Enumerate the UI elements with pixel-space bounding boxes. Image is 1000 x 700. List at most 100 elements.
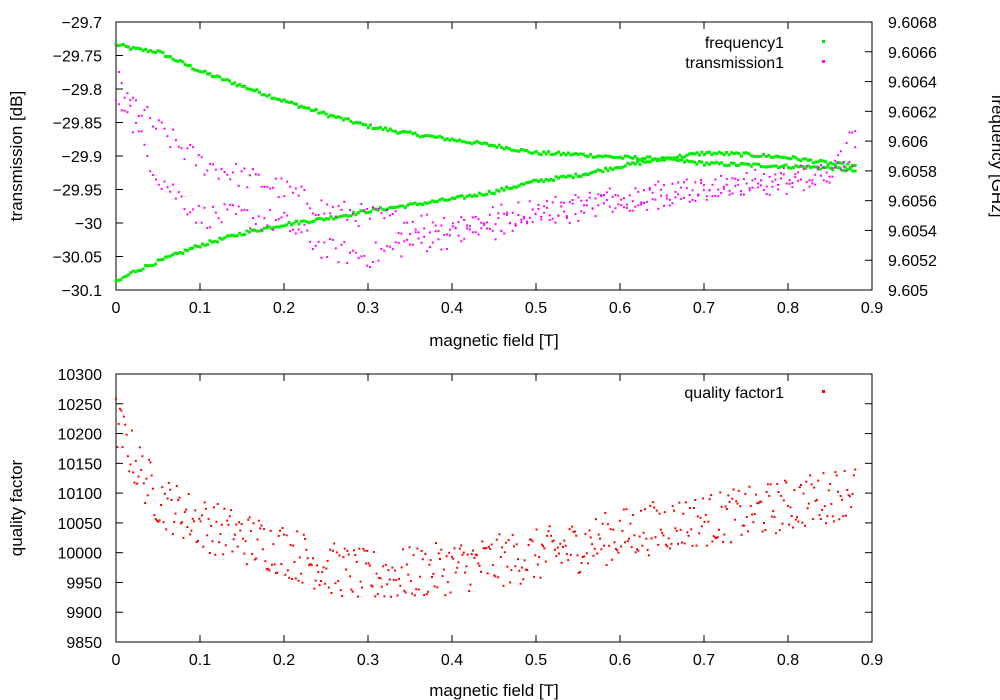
quality-factor1-point: [402, 548, 404, 551]
frequency1-point: [351, 210, 355, 214]
quality-factor1-point: [827, 489, 830, 492]
frequency1-point: [707, 150, 711, 154]
transmission1-point: [226, 173, 229, 176]
frequency1-point: [722, 153, 726, 157]
quality-factor1-point: [616, 549, 619, 552]
frequency1-point: [324, 112, 328, 116]
quality-factor1-point: [450, 555, 453, 558]
quality-factor1-point: [735, 500, 738, 503]
frequency1-point: [398, 204, 402, 208]
transmission1-point: [174, 139, 177, 142]
transmission1-point: [217, 177, 220, 180]
frequency1-point: [458, 138, 462, 142]
quality-factor1-point: [692, 507, 695, 509]
quality-factor1-point: [678, 501, 681, 504]
frequency1-point: [628, 162, 632, 166]
frequency1-point: [443, 198, 447, 202]
frequency1-point: [557, 150, 560, 154]
transmission1-point: [189, 144, 192, 146]
transmission1-point: [394, 210, 397, 213]
transmission1-point: [683, 196, 685, 199]
frequency1-point: [552, 179, 556, 182]
frequency1-point: [423, 134, 427, 138]
transmission1-point: [583, 211, 586, 214]
top-y2-axis-label: frequency [GHz]: [988, 95, 1000, 218]
quality-factor1-point: [811, 518, 814, 520]
legend-label-quality-factor1: quality factor1: [684, 385, 784, 402]
transmission1-point: [311, 248, 314, 250]
quality-factor1-point: [285, 534, 288, 537]
quality-factor1-point: [379, 577, 382, 580]
transmission1-point: [337, 204, 340, 207]
quality-factor1-point: [638, 535, 641, 538]
frequency1-point: [270, 227, 274, 231]
transmission1-point: [605, 199, 608, 201]
quality-factor1-point: [286, 569, 289, 572]
frequency1-point: [411, 132, 415, 136]
transmission1-point: [551, 201, 554, 204]
frequency1-point: [411, 202, 415, 206]
quality-factor1-point: [268, 569, 271, 572]
frequency1-point: [421, 203, 425, 207]
quality-factor1-point: [226, 519, 229, 522]
quality-factor1-point: [502, 584, 505, 587]
frequency1-point: [608, 155, 612, 158]
frequency1-point: [697, 160, 701, 163]
transmission1-point: [389, 214, 391, 217]
frequency1-point: [606, 169, 610, 173]
frequency1-point: [282, 98, 286, 102]
frequency1-point: [465, 141, 469, 145]
quality-factor1-point: [413, 594, 416, 597]
quality-factor1-point: [626, 540, 629, 543]
frequency1-point: [117, 278, 120, 282]
frequency1-point: [302, 105, 306, 109]
transmission1-point: [585, 204, 588, 207]
transmission1-point: [734, 185, 737, 188]
frequency1-point: [379, 206, 382, 210]
transmission1-point: [571, 199, 574, 201]
transmission1-point: [274, 177, 277, 180]
quality-factor1-point: [405, 563, 408, 566]
transmission1-point: [683, 181, 685, 184]
frequency1-point: [240, 233, 244, 237]
frequency1-point: [371, 207, 375, 211]
quality-factor1-point: [461, 553, 464, 556]
quality-factor1-point: [144, 502, 147, 504]
transmission1-point: [523, 217, 526, 220]
frequency1-point: [309, 108, 313, 112]
transmission1-point: [700, 179, 703, 181]
transmission1-point: [246, 209, 249, 212]
quality-factor1-point: [160, 504, 162, 506]
transmission1-point: [192, 208, 195, 211]
quality-factor1-point: [197, 539, 199, 542]
quality-factor1-point: [625, 508, 628, 511]
quality-factor1-point: [420, 549, 423, 552]
quality-factor1-point: [810, 483, 813, 486]
quality-factor1-point: [801, 521, 804, 524]
transmission1-point: [443, 234, 446, 237]
quality-factor1-point: [575, 534, 578, 537]
quality-factor1-point: [686, 531, 689, 534]
transmission1-point: [554, 221, 557, 224]
frequency1-point: [779, 165, 783, 169]
transmission1-point: [837, 161, 840, 164]
transmission1-point: [451, 225, 454, 228]
transmission1-point: [494, 223, 497, 226]
transmission1-point: [722, 187, 725, 190]
frequency1-point: [438, 134, 442, 138]
quality-factor1-point: [699, 516, 702, 519]
quality-factor1-point: [134, 459, 137, 462]
transmission1-point: [774, 173, 777, 176]
frequency1-point: [354, 213, 358, 217]
transmission1-point: [466, 227, 468, 230]
frequency1-point: [502, 147, 506, 151]
frequency1-point: [458, 194, 462, 198]
transmission1-point: [200, 221, 203, 224]
transmission1-point: [371, 206, 374, 209]
quality-factor1-point: [435, 542, 437, 545]
transmission1-point: [269, 209, 272, 212]
transmission1-point: [774, 178, 777, 181]
frequency1-point: [544, 178, 548, 181]
frequency1-point: [144, 47, 148, 51]
